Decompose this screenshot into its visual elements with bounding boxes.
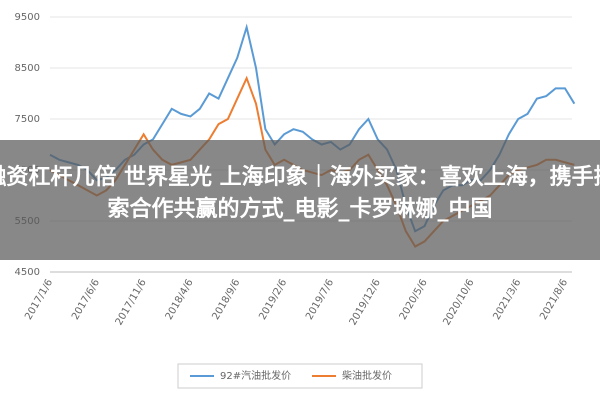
overlay-banner: 融资杠杆几倍 世界星光 上海印象｜海外买家：喜欢上海，携手探索合作共赢的方式_电… xyxy=(0,140,600,260)
x-tick-label: 2020/10/6 xyxy=(441,278,476,328)
x-tick-label: 2018/9/6 xyxy=(210,278,242,322)
x-tick-label: 2017/11/6 xyxy=(114,278,149,328)
x-tick-label: 2019/12/6 xyxy=(348,278,383,328)
x-tick-label: 2021/3/6 xyxy=(491,278,523,322)
x-tick-label: 2019/7/6 xyxy=(304,278,336,322)
y-tick-label: 4500 xyxy=(15,267,40,278)
x-tick-label: 2017/1/6 xyxy=(23,278,55,322)
y-tick-label: 8500 xyxy=(15,63,40,74)
x-tick-label: 2017/6/6 xyxy=(70,278,102,322)
y-tick-label: 9500 xyxy=(15,12,40,23)
legend-label: 92#汽油批发价 xyxy=(220,369,291,382)
x-tick-label: 2021/8/6 xyxy=(538,278,570,322)
x-tick-label: 2018/4/6 xyxy=(164,278,196,322)
overlay-text: 融资杠杆几倍 世界星光 上海印象｜海外买家：喜欢上海，携手探索合作共赢的方式_电… xyxy=(0,165,600,222)
legend-label: 柴油批发价 xyxy=(342,369,392,382)
legend-box xyxy=(177,363,423,389)
x-tick-label: 2019/2/6 xyxy=(257,278,289,322)
y-tick-label: 7500 xyxy=(15,114,40,125)
x-tick-label: 2020/5/6 xyxy=(398,278,430,322)
